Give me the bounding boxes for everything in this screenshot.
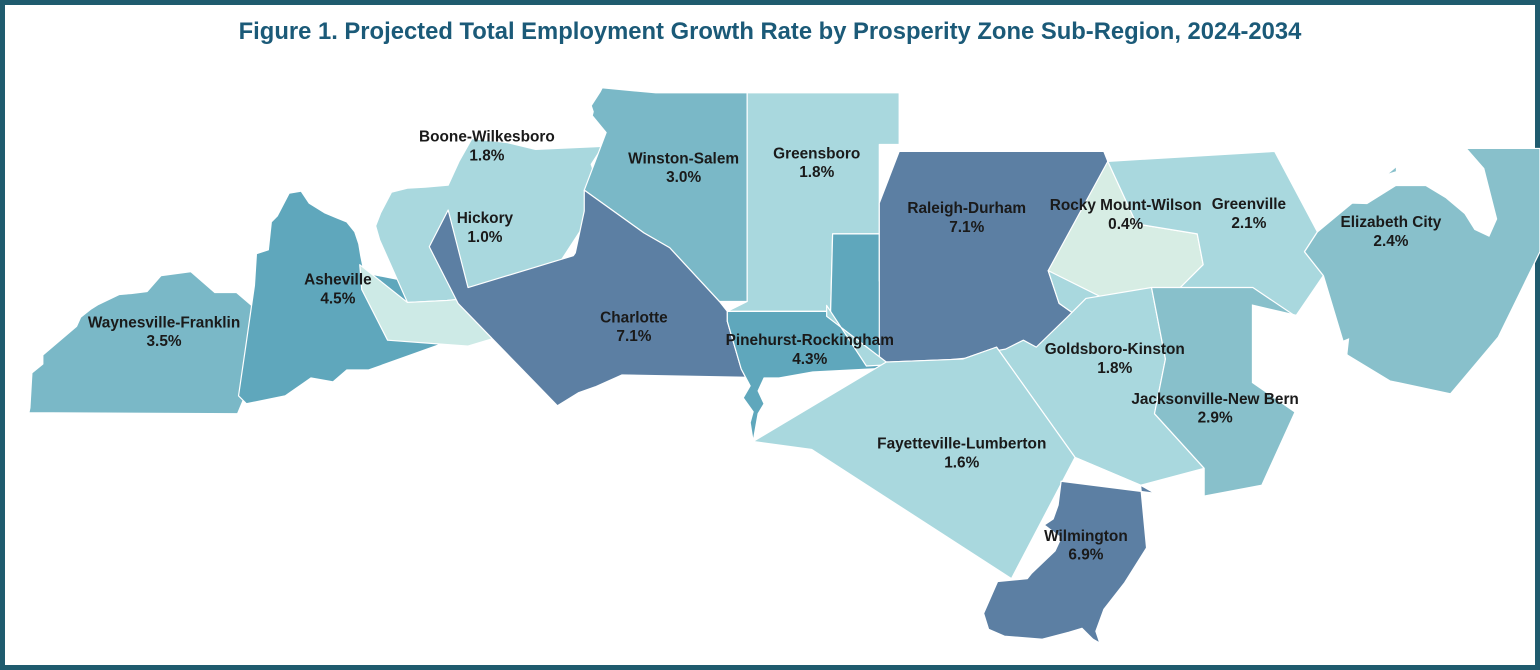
svg-text:Wilmington: Wilmington xyxy=(1044,528,1128,545)
svg-text:Boone-Wilkesboro: Boone-Wilkesboro xyxy=(419,128,555,145)
svg-text:2.1%: 2.1% xyxy=(1231,215,1266,232)
svg-text:3.5%: 3.5% xyxy=(147,333,182,350)
svg-text:Hickory: Hickory xyxy=(457,210,514,227)
svg-text:3.0%: 3.0% xyxy=(666,169,701,186)
svg-text:1.0%: 1.0% xyxy=(467,229,502,246)
svg-text:2.4%: 2.4% xyxy=(1373,233,1408,250)
svg-text:Fayetteville-Lumberton: Fayetteville-Lumberton xyxy=(877,435,1046,452)
svg-text:4.5%: 4.5% xyxy=(320,290,355,307)
svg-text:7.1%: 7.1% xyxy=(616,328,651,345)
svg-text:Rocky Mount-Wilson: Rocky Mount-Wilson xyxy=(1050,197,1202,214)
svg-text:Waynesville-Franklin: Waynesville-Franklin xyxy=(88,314,240,331)
svg-text:4.3%: 4.3% xyxy=(792,351,827,368)
svg-text:6.9%: 6.9% xyxy=(1068,547,1103,564)
svg-text:Pinehurst-Rockingham: Pinehurst-Rockingham xyxy=(726,332,894,349)
svg-text:Raleigh-Durham: Raleigh-Durham xyxy=(907,200,1026,217)
svg-text:1.8%: 1.8% xyxy=(1097,360,1132,377)
svg-text:7.1%: 7.1% xyxy=(949,219,984,236)
svg-text:Greensboro: Greensboro xyxy=(773,145,860,162)
svg-text:2.9%: 2.9% xyxy=(1198,410,1233,427)
svg-text:Elizabeth City: Elizabeth City xyxy=(1341,214,1442,231)
svg-text:Asheville: Asheville xyxy=(304,272,372,289)
svg-text:1.8%: 1.8% xyxy=(799,164,834,181)
svg-text:Greenville: Greenville xyxy=(1212,196,1287,213)
svg-text:1.6%: 1.6% xyxy=(944,454,979,471)
svg-text:1.8%: 1.8% xyxy=(469,147,504,164)
svg-text:0.4%: 0.4% xyxy=(1108,216,1143,233)
svg-text:Winston-Salem: Winston-Salem xyxy=(628,150,739,167)
svg-text:Charlotte: Charlotte xyxy=(600,309,668,326)
svg-text:Jacksonville-New Bern: Jacksonville-New Bern xyxy=(1131,391,1299,408)
svg-text:Goldsboro-Kinston: Goldsboro-Kinston xyxy=(1045,341,1185,358)
